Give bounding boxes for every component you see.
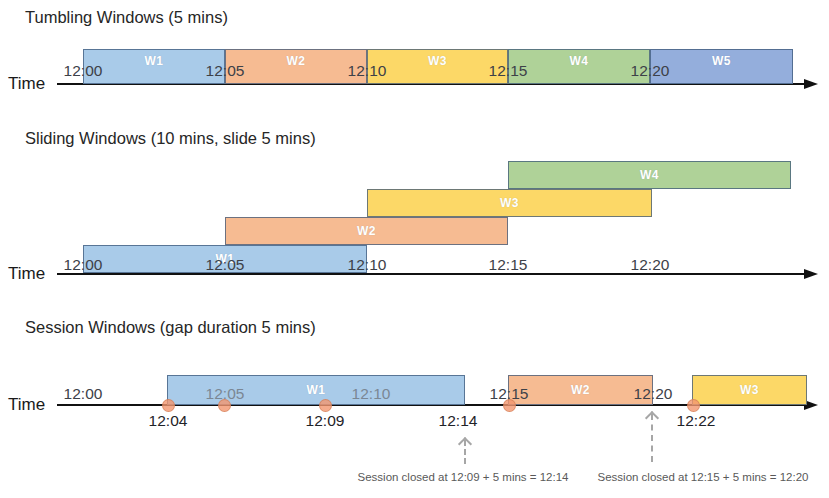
session-window-box-w2: W2 [508,375,653,405]
event-dot [162,399,175,412]
window-label: W4 [570,54,589,68]
window-label: W4 [640,168,659,182]
session-tick-label: 12:00 [64,385,103,403]
tumbling-tick-label: 12:10 [348,62,387,80]
window-label: W1 [307,383,326,397]
session-time-axis-label: Time [8,395,45,415]
tumbling-tick-label: 12:00 [64,62,103,80]
sliding-window-box-w3: W3 [367,189,652,217]
window-label: W3 [500,196,519,210]
session-tick-label: 12:20 [634,385,673,403]
tumbling-window-box-w3: W3 [367,49,508,84]
callout-arrow-icon [651,414,653,462]
sliding-tick-label: 12:20 [631,256,670,274]
callout-arrow-icon [464,440,466,464]
tumbling-window-box-w1: W1 [83,49,225,84]
sliding-tick-label: 12:10 [348,256,387,274]
event-time-label: 12:04 [149,412,188,430]
sliding-time-axis-arrow-icon [804,269,818,279]
event-dot [503,399,516,412]
sliding-window-box-w2: W2 [225,217,508,245]
event-time-label: 12:14 [439,412,478,430]
tumbling-time-axis-arrow-icon [804,79,818,89]
window-label: W3 [428,54,447,68]
window-label: W2 [571,383,590,397]
event-time-label: 12:22 [677,412,716,430]
session-window-box-w3: W3 [692,375,807,405]
sliding-window-box-w4: W4 [508,161,791,189]
tumbling-time-axis-label: Time [8,74,45,94]
event-dot [687,399,700,412]
event-dot [319,399,332,412]
section-title-tumbling: Tumbling Windows (5 mins) [25,8,228,27]
window-label: W3 [740,383,759,397]
tumbling-window-box-w2: W2 [225,49,367,84]
windowing-diagram: Tumbling Windows (5 mins) Time W1 W2 W3 W4 W5 1… [0,0,829,498]
tumbling-tick-label: 12:05 [206,62,245,80]
section-title-sliding: Sliding Windows (10 mins, slide 5 mins) [25,129,316,148]
session-tick-label: 12:10 [352,385,391,403]
tumbling-window-box-w5: W5 [650,49,793,84]
tumbling-tick-label: 12:15 [489,62,528,80]
window-label: W2 [357,224,376,238]
window-label: W1 [145,54,164,68]
callout-note: Session closed at 12:15 + 5 mins = 12:20 [598,471,809,483]
event-time-label: 12:09 [306,412,345,430]
window-label: W2 [287,54,306,68]
sliding-tick-label: 12:05 [206,256,245,274]
sliding-tick-label: 12:15 [489,256,528,274]
section-title-session: Session Windows (gap duration 5 mins) [25,318,316,337]
sliding-tick-label: 12:00 [64,256,103,274]
sliding-time-axis-line [57,273,804,275]
event-dot [218,399,231,412]
callout-note: Session closed at 12:09 + 5 mins = 12:14 [358,471,569,483]
tumbling-window-box-w4: W4 [508,49,650,84]
tumbling-tick-label: 12:20 [631,62,670,80]
sliding-time-axis-label: Time [8,264,45,284]
window-label: W5 [712,54,731,68]
